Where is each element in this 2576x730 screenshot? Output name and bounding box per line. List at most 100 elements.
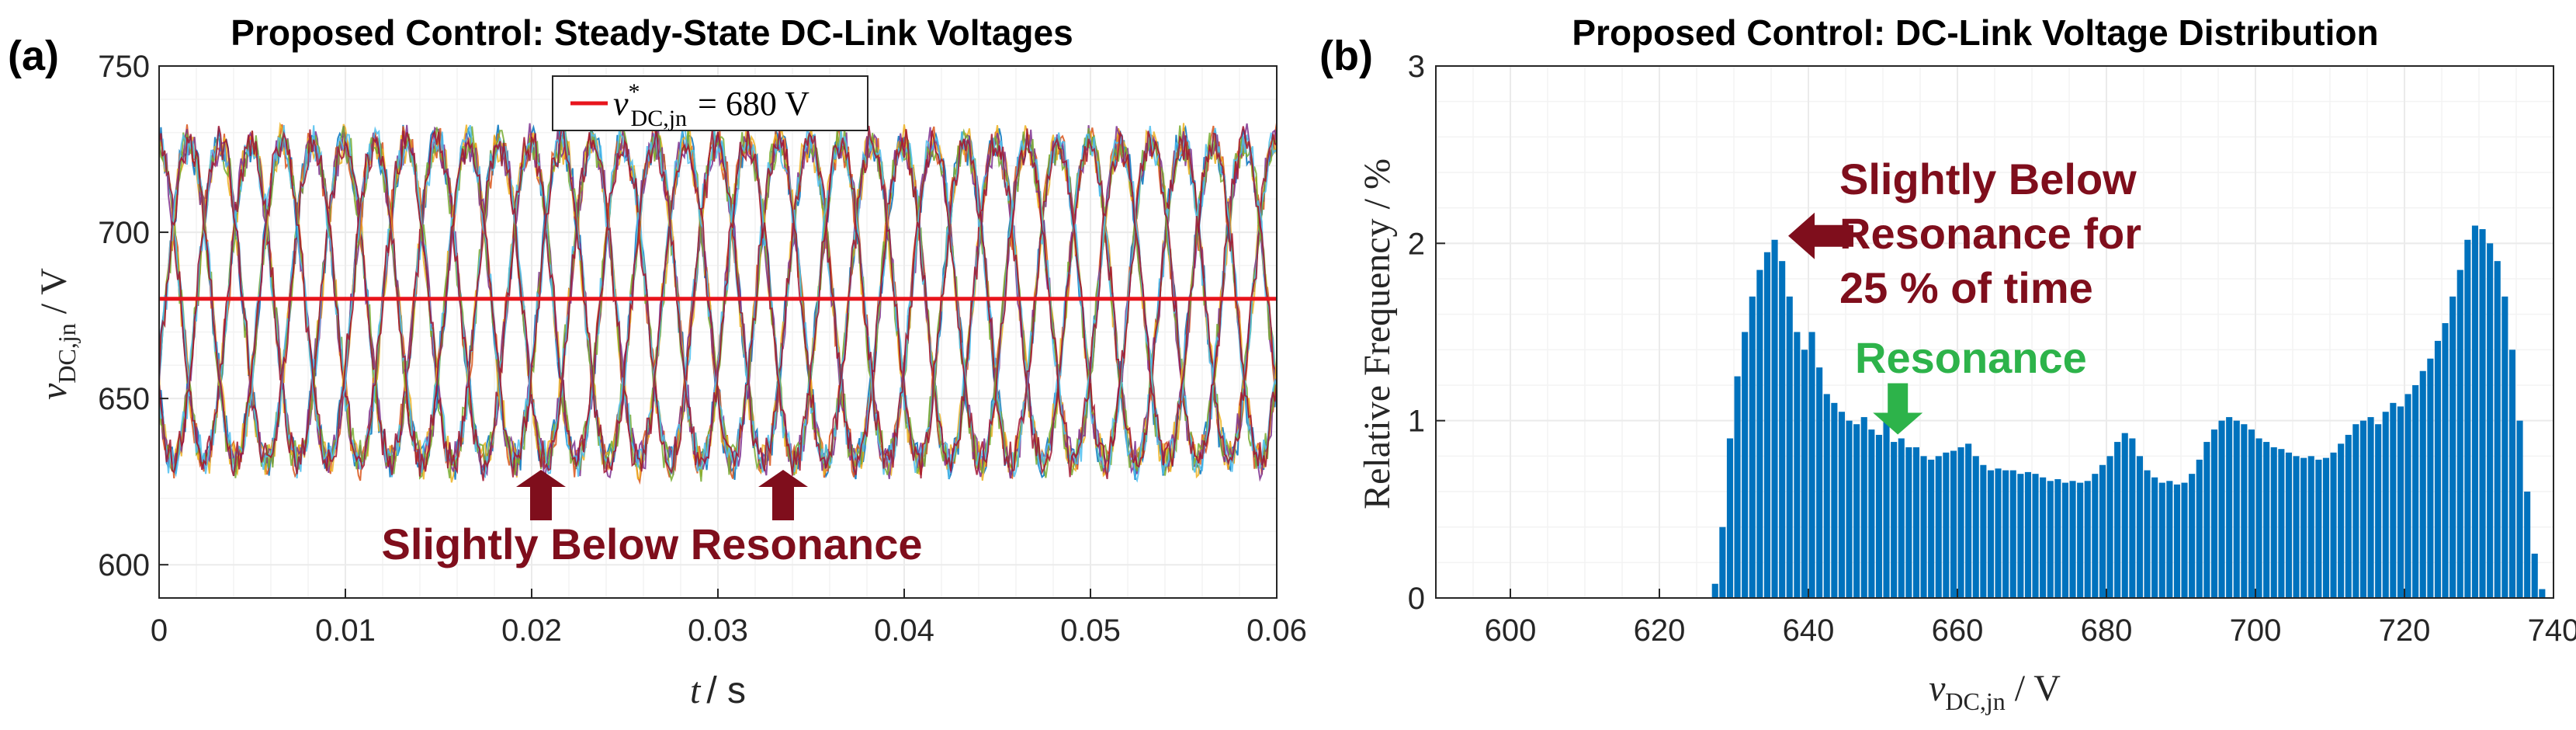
- histogram-bar: [2375, 424, 2382, 598]
- histogram-bar: [2263, 442, 2270, 598]
- left-arrow-icon: [1788, 212, 1853, 259]
- histogram-bar: [1980, 464, 1987, 598]
- voltage-trace-cluster-3-6: [159, 123, 1277, 478]
- panel-b-y-label: Relative Frequency / %: [1357, 158, 1398, 509]
- x-tick-label: 0.01: [315, 614, 376, 648]
- histogram-bar: [2151, 477, 2158, 598]
- histogram-bar: [1860, 417, 1867, 598]
- histogram-bar: [2330, 452, 2337, 598]
- x-tick-label: 0.04: [874, 614, 934, 648]
- histogram-bar: [2114, 442, 2121, 598]
- histogram-bar: [1853, 424, 1860, 598]
- histogram-bar: [2166, 481, 2173, 598]
- panel-a-title: Proposed Control: Steady-State DC-Link V…: [231, 12, 1073, 53]
- histogram-bar: [1905, 447, 1912, 598]
- histogram-bar: [2218, 420, 2225, 598]
- x-tick-label: 0.02: [501, 614, 562, 648]
- histogram-bar: [1742, 332, 1749, 598]
- histogram-bar: [2494, 261, 2501, 598]
- x-tick-label: 0.06: [1246, 614, 1307, 648]
- x-tick-label: 660: [1932, 614, 1984, 648]
- histogram-bar: [2300, 457, 2307, 598]
- panel-b-grid: [1435, 65, 2554, 599]
- histogram-bar: [1883, 420, 1890, 598]
- panel-b-y-ticks: 0 1 2 3: [1408, 50, 1445, 616]
- histogram-bar: [1794, 332, 1801, 598]
- annotation-line-2: Resonance for: [1839, 209, 2141, 258]
- histogram-bar: [2181, 482, 2188, 598]
- histogram-bar: [2397, 406, 2404, 598]
- up-arrow-icon: [758, 470, 808, 520]
- histogram-bar: [2449, 296, 2456, 598]
- histogram-bar: [1920, 456, 1927, 598]
- panel-a-y-ticks: 600 650 700 750: [98, 50, 168, 582]
- histogram-bar: [2404, 394, 2411, 598]
- panel-a-xlabel-unit: / s: [706, 670, 746, 711]
- histogram-bar: [2322, 457, 2329, 598]
- histogram-bar: [2412, 385, 2419, 598]
- histogram-bar: [2017, 474, 2024, 598]
- histogram-bar: [1935, 456, 1942, 598]
- histogram-bar: [1816, 367, 1823, 598]
- down-arrow-icon: [1873, 383, 1923, 435]
- histogram-bar: [1995, 468, 2002, 598]
- panel-a-annotations: Slightly Below Resonance: [381, 470, 923, 568]
- histogram-bar: [2121, 433, 2128, 598]
- histogram-bar: [2226, 417, 2233, 598]
- y-tick-label: 650: [98, 382, 150, 416]
- x-tick-label: 700: [2230, 614, 2282, 648]
- panel-b-chart: (b) Proposed Control: DC-Link Voltage Di…: [1319, 12, 2576, 715]
- voltage-trace-cluster-1-4: [159, 123, 1277, 483]
- histogram-bar: [1823, 394, 1830, 598]
- histogram-bar: [1912, 447, 1919, 598]
- legend-rhs: = 680 V: [698, 85, 810, 123]
- histogram-bar: [2359, 420, 2366, 598]
- annotation-line-1: Slightly Below: [1839, 155, 2137, 203]
- histogram-bar: [1771, 239, 1778, 598]
- legend-label: v* DC,jn = 680 V: [613, 79, 810, 131]
- y-tick-label: 700: [98, 216, 150, 250]
- histogram-bar: [2092, 474, 2099, 598]
- histogram-bar: [1943, 452, 1950, 598]
- histogram-bar: [1719, 527, 1726, 598]
- x-tick-label: 0.05: [1060, 614, 1121, 648]
- histogram-bar: [1950, 450, 1957, 598]
- panel-b-label: (b): [1319, 33, 1373, 79]
- y-tick-label: 600: [98, 548, 150, 582]
- histogram-bar: [2255, 438, 2262, 598]
- histogram-bar: [2307, 456, 2314, 598]
- panel-a-y-label: vDC,jn / V: [33, 268, 81, 400]
- histogram-bar: [1711, 583, 1718, 598]
- panel-b-axes-frame: [1435, 65, 2554, 599]
- histogram-bar: [2285, 452, 2292, 598]
- histogram-bar: [1734, 376, 1741, 598]
- panel-b-title: Proposed Control: DC-Link Voltage Distri…: [1572, 12, 2378, 53]
- histogram-bar: [2032, 474, 2039, 598]
- histogram-bar: [2203, 442, 2210, 598]
- histogram-bar: [2345, 434, 2352, 598]
- panel-a-plot-area: [159, 121, 1277, 485]
- histogram-bar: [2382, 412, 2389, 598]
- legend-sub: DC,jn: [631, 106, 688, 131]
- slightly-below-resonance-text: Slightly Below Resonance: [381, 520, 922, 568]
- panel-b-xlabel-sub: DC,jn: [1945, 687, 2005, 715]
- panel-a-series-group: [159, 121, 1277, 485]
- histogram-bar: [2248, 429, 2255, 598]
- panel-b-x-label: vDC,jn / V: [1929, 668, 2061, 715]
- histogram-bar: [2531, 553, 2538, 598]
- histogram-bar: [2158, 482, 2165, 598]
- histogram-bar: [2040, 477, 2047, 598]
- histogram-bar: [2173, 484, 2180, 598]
- y-tick-label: 2: [1408, 227, 1425, 261]
- histogram-bar: [2352, 424, 2359, 598]
- histogram-bar: [2338, 443, 2345, 598]
- histogram-bar: [2434, 340, 2441, 598]
- histogram-bar: [2106, 456, 2113, 598]
- x-tick-label: 0: [151, 614, 168, 648]
- legend-main: v: [613, 85, 629, 123]
- voltage-trace-cluster-1-6: [159, 129, 1277, 481]
- histogram-bar: [2501, 296, 2508, 598]
- histogram-bar: [2009, 470, 2016, 598]
- histogram-bar: [1868, 429, 1875, 598]
